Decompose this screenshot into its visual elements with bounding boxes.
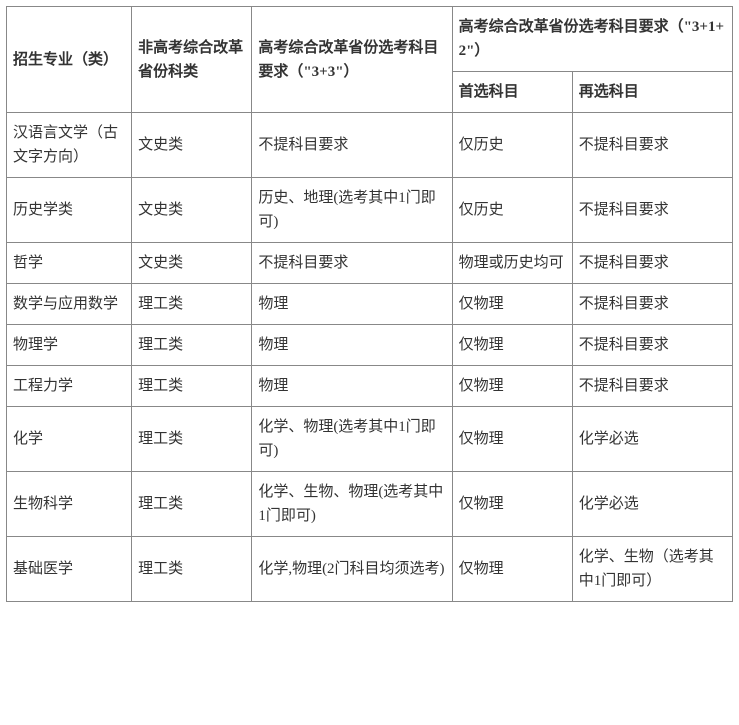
cell-req312-second: 不提科目要求 (572, 284, 732, 325)
cell-req33: 历史、地理(选考其中1门即可) (252, 178, 452, 243)
cell-req33: 不提科目要求 (252, 243, 452, 284)
table-body: 汉语言文学（古文字方向） 文史类 不提科目要求 仅历史 不提科目要求 历史学类 … (7, 113, 733, 602)
cell-req312-first: 物理或历史均可 (452, 243, 572, 284)
cell-req33: 物理 (252, 284, 452, 325)
cell-category: 文史类 (132, 243, 252, 284)
table-row: 物理学 理工类 物理 仅物理 不提科目要求 (7, 325, 733, 366)
cell-req312-second: 不提科目要求 (572, 325, 732, 366)
header-major: 招生专业（类） (7, 7, 132, 113)
cell-req312-second: 不提科目要求 (572, 366, 732, 407)
cell-req33: 物理 (252, 366, 452, 407)
cell-category: 理工类 (132, 325, 252, 366)
cell-req312-first: 仅物理 (452, 472, 572, 537)
cell-req312-first: 仅历史 (452, 178, 572, 243)
cell-category: 理工类 (132, 407, 252, 472)
cell-req33: 物理 (252, 325, 452, 366)
header-312-second: 再选科目 (572, 72, 732, 113)
cell-major: 生物科学 (7, 472, 132, 537)
cell-req312-first: 仅物理 (452, 537, 572, 602)
cell-category: 理工类 (132, 537, 252, 602)
table-row: 历史学类 文史类 历史、地理(选考其中1门即可) 仅历史 不提科目要求 (7, 178, 733, 243)
cell-major: 工程力学 (7, 366, 132, 407)
cell-major: 数学与应用数学 (7, 284, 132, 325)
cell-major: 汉语言文学（古文字方向） (7, 113, 132, 178)
cell-req312-second: 不提科目要求 (572, 243, 732, 284)
cell-req33: 化学,物理(2门科目均须选考) (252, 537, 452, 602)
cell-major: 哲学 (7, 243, 132, 284)
cell-category: 理工类 (132, 284, 252, 325)
header-category: 非高考综合改革省份科类 (132, 7, 252, 113)
cell-req312-first: 仅物理 (452, 407, 572, 472)
cell-category: 文史类 (132, 178, 252, 243)
cell-req312-first: 仅物理 (452, 284, 572, 325)
cell-major: 历史学类 (7, 178, 132, 243)
cell-category: 理工类 (132, 366, 252, 407)
cell-category: 理工类 (132, 472, 252, 537)
cell-req312-second: 化学必选 (572, 472, 732, 537)
cell-major: 物理学 (7, 325, 132, 366)
table-row: 工程力学 理工类 物理 仅物理 不提科目要求 (7, 366, 733, 407)
cell-req312-second: 化学、生物（选考其中1门即可） (572, 537, 732, 602)
admission-requirements-table: 招生专业（类） 非高考综合改革省份科类 高考综合改革省份选考科目要求（"3+3"… (6, 6, 733, 602)
cell-req312-first: 仅物理 (452, 366, 572, 407)
table-row: 化学 理工类 化学、物理(选考其中1门即可) 仅物理 化学必选 (7, 407, 733, 472)
cell-major: 基础医学 (7, 537, 132, 602)
table-row: 汉语言文学（古文字方向） 文史类 不提科目要求 仅历史 不提科目要求 (7, 113, 733, 178)
cell-req312-second: 化学必选 (572, 407, 732, 472)
table-row: 基础医学 理工类 化学,物理(2门科目均须选考) 仅物理 化学、生物（选考其中1… (7, 537, 733, 602)
header-312-first: 首选科目 (452, 72, 572, 113)
cell-major: 化学 (7, 407, 132, 472)
cell-req312-second: 不提科目要求 (572, 113, 732, 178)
table-row: 生物科学 理工类 化学、生物、物理(选考其中1门即可) 仅物理 化学必选 (7, 472, 733, 537)
cell-req33: 化学、物理(选考其中1门即可) (252, 407, 452, 472)
cell-req312-second: 不提科目要求 (572, 178, 732, 243)
cell-req33: 不提科目要求 (252, 113, 452, 178)
cell-category: 文史类 (132, 113, 252, 178)
header-312: 高考综合改革省份选考科目要求（"3+1+2"） (452, 7, 732, 72)
header-33: 高考综合改革省份选考科目要求（"3+3"） (252, 7, 452, 113)
cell-req312-first: 仅历史 (452, 113, 572, 178)
table-row: 数学与应用数学 理工类 物理 仅物理 不提科目要求 (7, 284, 733, 325)
cell-req312-first: 仅物理 (452, 325, 572, 366)
cell-req33: 化学、生物、物理(选考其中1门即可) (252, 472, 452, 537)
table-row: 哲学 文史类 不提科目要求 物理或历史均可 不提科目要求 (7, 243, 733, 284)
